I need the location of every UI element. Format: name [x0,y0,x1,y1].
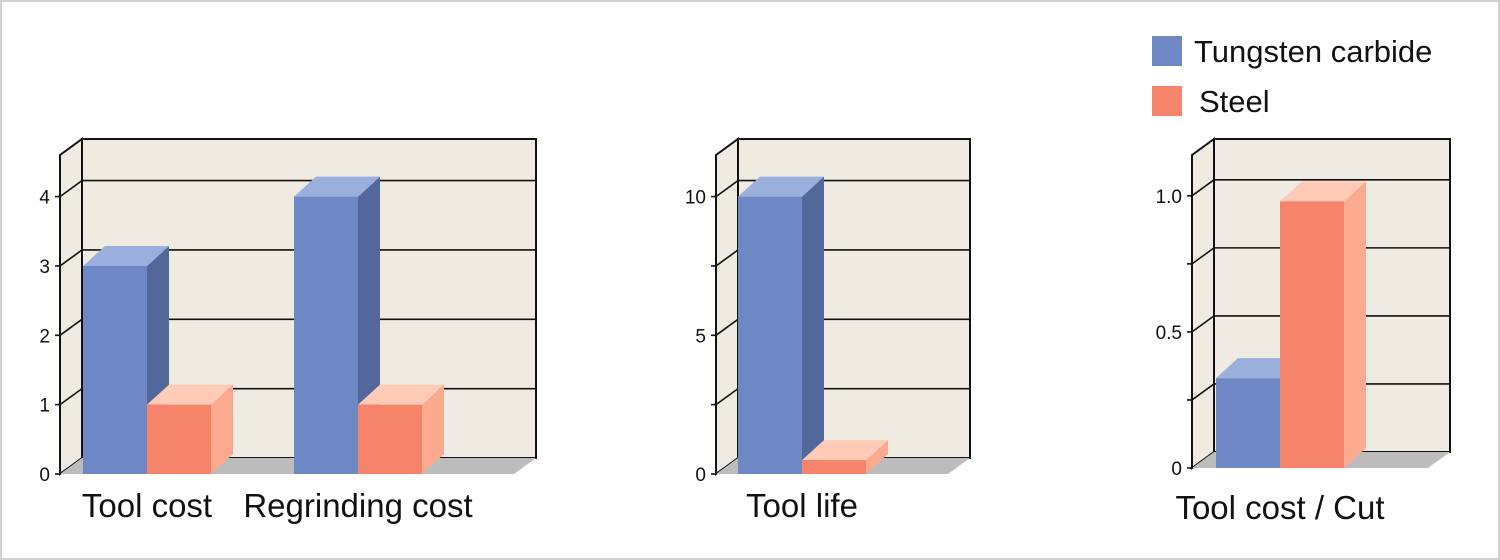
bar-front [294,196,358,474]
bar-side [866,440,888,474]
y-tick-label: 0.5 [1156,323,1182,344]
bar-front [147,404,211,474]
bar-tungsten-carbide-tool-life [738,176,824,474]
category-label: Regrinding cost [243,487,472,524]
bar-top [1280,181,1366,202]
bar-front [83,265,147,474]
bar-side [802,176,824,474]
bar-top [147,384,233,405]
legend: Tungsten carbide Steel [1152,34,1432,119]
bar-front [738,196,802,474]
bar-side [1344,181,1366,468]
category-label: Tool life [746,487,858,524]
y-tick-label: 3 [39,257,50,278]
bar-top [83,245,169,266]
bar-steel-regrinding-cost [358,384,444,474]
chart-panel-3: 0 0.5 1.0 Tool cost / Cut [1156,137,1451,526]
bar-front [1280,201,1344,468]
gridline [59,318,536,336]
y-tick-label: 0 [39,465,50,486]
legend-label: Tungsten carbide [1194,34,1432,69]
y-tick-label: 10 [685,188,706,209]
category-label: Tool cost [82,487,212,524]
gridline [1191,383,1450,401]
gridline [1191,247,1450,265]
gridline [1191,179,1450,197]
bar-top [358,384,444,405]
bar-steel-tool-cost [147,384,233,474]
bar-top [802,440,888,461]
chart-panel-2: 0 5 10 Tool life [685,137,971,524]
legend-swatch [1152,36,1182,66]
y-tick-label: 0 [1171,459,1182,480]
bar-front [358,404,422,474]
y-tick-label: 2 [39,326,50,347]
bar-tungsten-carbide-regrinding-cost [294,176,380,474]
gridline [715,179,970,198]
y-tick-label: 1.0 [1156,187,1182,208]
gridline [59,249,536,267]
bar-steel-tool-life [802,440,888,474]
bar-top [738,176,824,197]
y-tick-label: 0 [695,465,706,486]
y-tick-label: 5 [695,326,706,347]
bar-side [211,384,233,474]
gridline [1191,315,1450,333]
bar-front [802,460,866,474]
bar-front [1216,378,1280,468]
bar-top [294,176,380,197]
bar-side [422,384,444,474]
chart-panel-1: 0 1 2 3 4 Tool cost Regrinding cost [39,137,537,524]
bar-steel-tool-cost-cut [1280,181,1366,468]
y-tick-label: 4 [39,188,50,209]
gridline [59,179,536,198]
category-label: Tool cost / Cut [1175,489,1384,526]
legend-label: Steel [1199,84,1270,119]
y-tick-label: 1 [39,396,50,417]
legend-swatch [1152,86,1182,116]
